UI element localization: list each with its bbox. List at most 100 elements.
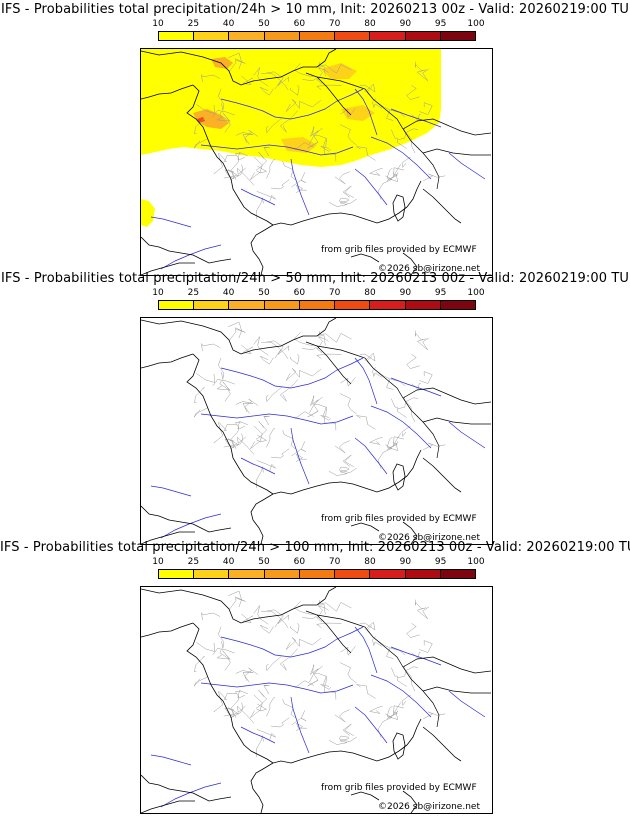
region-boundaries-line	[291, 172, 307, 188]
region-boundaries-line	[235, 132, 254, 144]
region-boundaries-line	[293, 332, 315, 346]
colorbar	[158, 31, 476, 41]
colorbar-segment	[405, 32, 441, 40]
colorbar-tick-label: 90	[399, 288, 412, 298]
region-boundaries-line	[302, 78, 322, 85]
region-boundaries-line	[279, 110, 298, 133]
region-boundaries-line	[253, 694, 268, 712]
region-boundaries-line	[338, 197, 357, 204]
region-boundaries-line	[261, 71, 284, 84]
region-boundaries-line	[415, 330, 424, 341]
borders-line	[422, 686, 491, 694]
region-boundaries-line	[419, 102, 433, 115]
region-boundaries-line	[290, 84, 300, 96]
colorbar-tick-label: 100	[467, 557, 485, 567]
precip-area	[281, 137, 317, 153]
borders-line	[316, 76, 352, 116]
credit-source: from grib files provided by ECMWF	[321, 245, 477, 255]
region-boundaries-line	[416, 68, 430, 82]
region-boundaries-line	[419, 371, 433, 384]
coastline-line	[141, 774, 232, 802]
coastline-line	[186, 84, 274, 226]
region-boundaries-line	[253, 605, 269, 625]
region-boundaries-line	[307, 664, 319, 687]
coastline-line	[141, 49, 337, 86]
region-boundaries-line	[237, 705, 255, 724]
region-boundaries-line	[256, 191, 276, 202]
region-boundaries-line	[340, 646, 356, 656]
rivers-line	[160, 782, 222, 808]
region-boundaries-line	[230, 691, 241, 710]
region-boundaries-line	[261, 340, 284, 353]
rivers-line	[354, 88, 378, 136]
coastline-line	[141, 800, 195, 813]
region-boundaries-line	[260, 624, 274, 634]
colorbar-tick-label: 40	[222, 557, 235, 567]
region-boundaries-line	[372, 98, 383, 109]
colorbar-tick-label: 95	[434, 288, 447, 298]
region-boundaries-line	[256, 152, 267, 171]
colorbar-tick-label: 10	[152, 288, 164, 298]
region-boundaries-line	[256, 690, 267, 709]
region-boundaries-line	[328, 200, 350, 207]
precip-area	[197, 117, 205, 123]
region-boundaries-line	[386, 705, 399, 720]
region-boundaries-line	[387, 710, 399, 719]
region-boundaries-line	[218, 153, 237, 162]
region-boundaries-line	[224, 169, 235, 180]
credit-source: from grib files provided by ECMWF	[321, 514, 477, 524]
region-boundaries-line	[194, 118, 205, 135]
rivers-line	[220, 626, 364, 658]
region-boundaries-line	[391, 129, 407, 149]
region-boundaries-line	[237, 690, 248, 699]
credit-source: from grib files provided by ECMWF	[321, 783, 477, 793]
rivers-line	[390, 646, 442, 666]
colorbar-segment	[194, 301, 230, 309]
region-boundaries-line	[334, 440, 350, 454]
rivers-line	[150, 216, 192, 228]
region-boundaries-line	[256, 466, 264, 489]
coastline-line	[422, 188, 462, 224]
colorbar-tick-label: 60	[293, 288, 306, 298]
region-boundaries-layer	[193, 590, 446, 758]
coastline-line	[141, 353, 194, 369]
colorbar-segment	[264, 32, 300, 40]
region-boundaries-line	[223, 164, 244, 179]
region-boundaries-line	[194, 387, 205, 404]
region-boundaries-line	[416, 337, 430, 351]
region-boundaries-line	[334, 171, 350, 185]
region-boundaries-line	[366, 356, 390, 379]
precip-area	[341, 105, 375, 121]
region-boundaries-line	[302, 347, 322, 354]
precipitation-probability-layer	[141, 49, 441, 227]
colorbar-tick-label: 80	[364, 19, 376, 29]
region-boundaries-line	[241, 75, 254, 85]
region-boundaries-line	[263, 146, 270, 156]
region-boundaries-line	[368, 705, 383, 714]
region-boundaries-line	[282, 699, 297, 719]
coastline-line	[141, 262, 195, 275]
region-boundaries-line	[342, 185, 354, 198]
region-boundaries-line	[193, 407, 208, 418]
region-boundaries-line	[230, 422, 241, 441]
map-panel-50mm: IFS - Probabilities total precipitation/…	[0, 269, 630, 545]
region-boundaries-line	[372, 636, 383, 647]
borders-layer	[272, 610, 492, 764]
region-boundaries-line	[218, 88, 225, 111]
coastline-layer	[141, 318, 462, 544]
borders-line	[316, 345, 352, 385]
coastline-line	[141, 587, 337, 624]
colorbar-segment	[264, 570, 300, 578]
region-boundaries-line	[293, 601, 315, 615]
colorbar-tick-label: 95	[434, 557, 447, 567]
region-boundaries-line	[291, 710, 307, 726]
region-boundaries-line	[313, 665, 327, 685]
region-boundaries-line	[244, 398, 259, 414]
borders-layer	[272, 72, 492, 226]
region-boundaries-line	[279, 379, 298, 402]
coastline-line	[141, 505, 232, 533]
colorbar-segment	[405, 570, 441, 578]
colorbar-segment	[264, 301, 300, 309]
colorbar-tick-label: 100	[467, 19, 485, 29]
rivers-line	[240, 188, 276, 206]
